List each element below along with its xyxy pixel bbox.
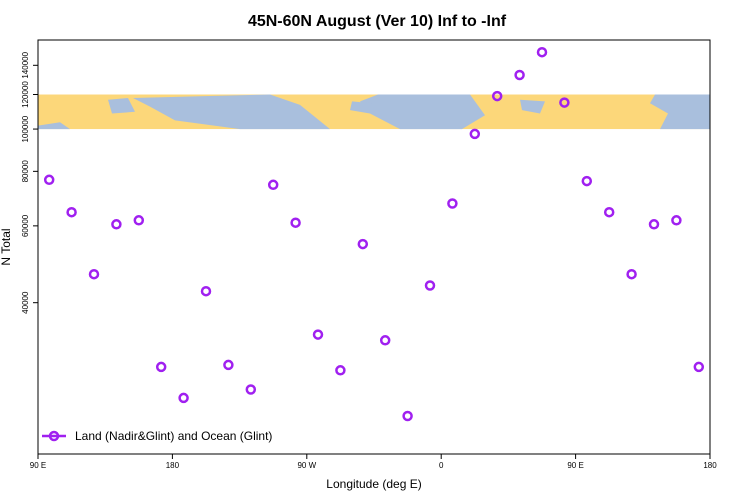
- data-point: [335, 365, 346, 376]
- data-point: [245, 384, 257, 395]
- x-tick-label-0: 90 E: [30, 461, 46, 470]
- y-tick-label-2: 80000: [21, 160, 30, 183]
- y-tick-label-4: 120000: [21, 81, 30, 108]
- map-band: [38, 94, 710, 130]
- map-ocean-4: [650, 94, 710, 130]
- y-tick-label-0: 40000: [21, 291, 30, 314]
- map-ocean-6: [108, 98, 135, 114]
- legend: Land (Nadir&Glint) and Ocean (Glint): [42, 429, 272, 443]
- x-tick-label-2: 90 W: [297, 461, 316, 470]
- data-points: [43, 46, 705, 422]
- data-point: [111, 219, 122, 230]
- x-tick-label-3: 0: [439, 461, 444, 470]
- data-point: [671, 215, 682, 226]
- data-point: [648, 219, 660, 230]
- data-point: [155, 361, 167, 373]
- data-point: [290, 217, 301, 228]
- data-point: [379, 335, 391, 346]
- x-tick-label-5: 180: [703, 461, 717, 470]
- data-point: [603, 206, 615, 218]
- y-axis: 40000 60000 80000 100000 120000 140000: [21, 51, 38, 314]
- data-point: [424, 280, 436, 291]
- legend-marker: [48, 430, 60, 442]
- data-point: [66, 206, 77, 218]
- data-point: [43, 174, 55, 186]
- data-point: [223, 359, 234, 371]
- y-tick-label-5: 140000: [21, 51, 30, 78]
- data-point: [514, 69, 525, 81]
- data-point: [447, 198, 458, 209]
- x-tick-label-4: 90 E: [567, 461, 583, 470]
- map-ocean-3: [350, 101, 372, 114]
- data-point: [559, 97, 570, 108]
- y-tick-label-1: 60000: [21, 214, 30, 237]
- data-point: [267, 179, 279, 191]
- data-point: [357, 238, 369, 250]
- y-tick-label-3: 100000: [21, 115, 30, 142]
- data-point: [469, 128, 481, 140]
- x-axis-label: Longitude (deg E): [326, 477, 421, 491]
- x-tick-label-1: 180: [166, 461, 180, 470]
- data-point: [133, 215, 145, 226]
- map-ocean-0: [133, 94, 330, 130]
- data-point: [491, 90, 503, 102]
- data-point: [536, 46, 548, 58]
- legend-label: Land (Nadir&Glint) and Ocean (Glint): [75, 429, 272, 443]
- map-ocean-1: [360, 94, 485, 130]
- data-point: [626, 268, 637, 280]
- y-axis-label: N Total: [0, 228, 13, 265]
- map-ocean-2: [520, 99, 545, 114]
- data-point: [200, 285, 212, 297]
- x-axis: 90 E 180 90 W 0 90 E 180: [30, 454, 717, 470]
- data-point: [402, 410, 413, 422]
- data-point: [312, 329, 324, 340]
- map-ocean-5: [38, 122, 70, 130]
- data-point: [581, 175, 593, 187]
- data-point: [178, 392, 189, 404]
- chart-title: 45N-60N August (Ver 10) Inf to -Inf: [248, 13, 507, 30]
- data-point: [88, 268, 100, 280]
- data-point: [693, 361, 705, 373]
- plot-frame: [37, 39, 711, 455]
